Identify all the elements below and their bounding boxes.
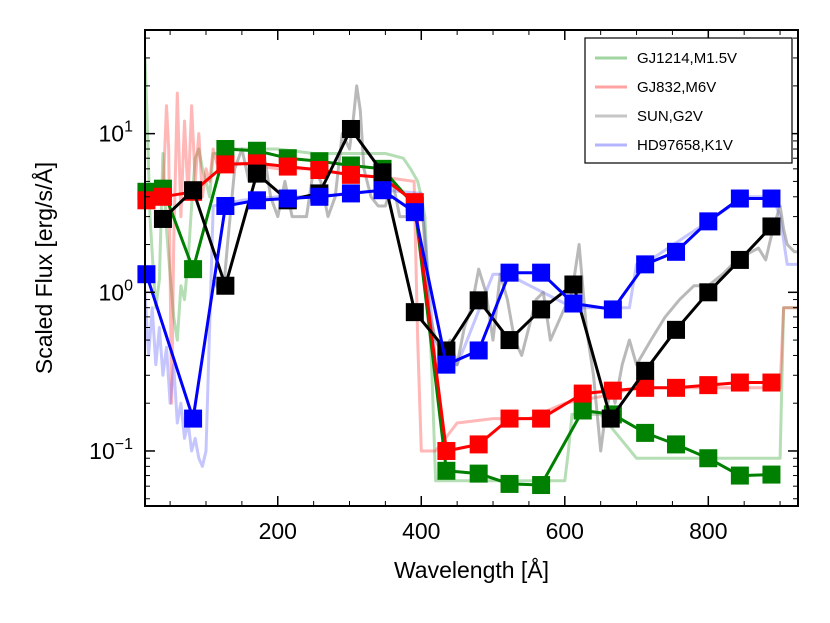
data-point	[310, 161, 329, 180]
data-point	[500, 331, 519, 350]
data-point	[137, 191, 156, 210]
data-point	[216, 155, 235, 174]
data-point	[699, 376, 718, 395]
data-point	[216, 140, 235, 159]
spectrum-line-2	[145, 188, 798, 468]
data-point	[469, 341, 488, 360]
data-point	[137, 265, 156, 284]
data-point	[636, 255, 655, 274]
data-point	[730, 250, 749, 269]
data-point	[636, 361, 655, 380]
data-point	[153, 209, 172, 228]
data-point	[564, 294, 583, 313]
data-point	[437, 461, 456, 480]
data-point	[667, 242, 686, 261]
data-point	[500, 263, 519, 282]
data-point	[373, 181, 392, 200]
data-point	[564, 275, 583, 294]
data-point	[373, 163, 392, 182]
data-point	[532, 263, 551, 282]
data-point	[184, 260, 203, 279]
data-point	[699, 212, 718, 231]
data-point	[699, 283, 718, 302]
data-point	[730, 466, 749, 485]
legend-box	[584, 37, 793, 164]
data-point	[667, 320, 686, 339]
data-point	[278, 189, 297, 208]
binned-series	[137, 119, 781, 495]
data-point	[603, 300, 622, 319]
data-point	[532, 409, 551, 428]
series-line	[146, 161, 772, 453]
series-3	[137, 181, 781, 428]
x-tick-label: 800	[689, 518, 727, 544]
y-tick-label: 100	[99, 277, 134, 305]
data-point	[153, 187, 172, 206]
data-point	[184, 181, 203, 200]
y-tick-label: 10−1	[89, 436, 133, 464]
data-point	[247, 164, 266, 183]
data-point	[762, 189, 781, 208]
data-point	[216, 276, 235, 295]
legend-label: SUN,G2V	[637, 108, 703, 125]
legend: GJ1214,M1.5V GJ832,M6V SUN,G2V HD97658,K1V	[584, 37, 793, 164]
data-point	[469, 291, 488, 310]
data-point	[341, 165, 360, 184]
axis-ticks: 200 400 600 800 10−1 100 101	[89, 30, 798, 544]
data-point	[278, 157, 297, 176]
data-point	[762, 465, 781, 484]
data-point	[341, 184, 360, 203]
data-point	[216, 196, 235, 215]
legend-item: HD97658,K1V	[595, 137, 733, 154]
data-point	[500, 409, 519, 428]
x-tick-label: 200	[259, 518, 297, 544]
data-point	[532, 300, 551, 319]
legend-label: GJ1214,M1.5V	[637, 50, 737, 67]
series-2	[153, 119, 781, 428]
data-point	[573, 401, 592, 420]
data-point	[405, 203, 424, 222]
data-point	[636, 423, 655, 442]
legend-item: SUN,G2V	[595, 108, 703, 125]
data-point	[437, 441, 456, 460]
spectrum-line-3	[211, 84, 798, 453]
x-tick-label: 400	[402, 518, 440, 544]
data-point	[405, 303, 424, 322]
data-point	[730, 189, 749, 208]
data-point	[437, 355, 456, 374]
x-axis-label: Wavelength [Å]	[394, 556, 549, 583]
y-axis-label: Scaled Flux [erg/s/Å]	[30, 162, 57, 374]
data-point	[184, 409, 203, 428]
plot-frame	[144, 29, 799, 507]
data-point	[699, 449, 718, 468]
y-tick-label: 101	[99, 119, 134, 147]
legend-item: GJ832,M6V	[595, 79, 716, 96]
data-point	[762, 217, 781, 236]
data-point	[603, 381, 622, 400]
legend-label: GJ832,M6V	[637, 79, 716, 96]
data-point	[500, 474, 519, 493]
data-point	[762, 373, 781, 392]
data-point	[730, 373, 749, 392]
data-point	[341, 119, 360, 138]
legend-label: HD97658,K1V	[637, 137, 733, 154]
data-point	[310, 187, 329, 206]
data-point	[636, 378, 655, 397]
data-point	[667, 378, 686, 397]
data-point	[667, 435, 686, 454]
data-point	[532, 476, 551, 495]
data-point	[601, 409, 620, 428]
legend-item: GJ1214,M1.5V	[595, 50, 737, 67]
data-point	[469, 435, 488, 454]
data-point	[247, 191, 266, 210]
data-point	[469, 464, 488, 483]
data-point	[573, 384, 592, 403]
x-tick-label: 600	[546, 518, 584, 544]
